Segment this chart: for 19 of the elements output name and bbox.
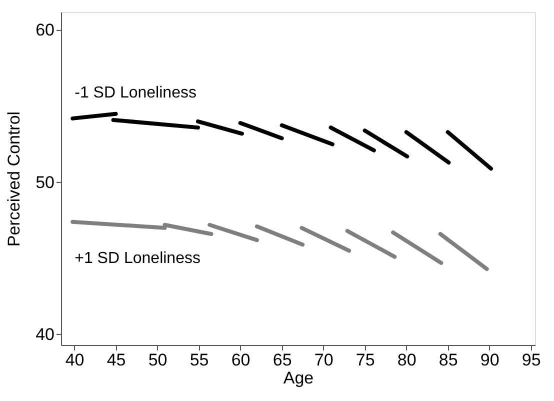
x-tick-label: 60 <box>231 350 250 370</box>
x-tick-label: 80 <box>397 350 416 370</box>
x-tick-label: 75 <box>356 350 375 370</box>
x-tick-label: 90 <box>480 350 500 370</box>
x-tick-label: 50 <box>148 350 168 370</box>
x-axis-title: Age <box>283 368 314 388</box>
y-tick-label: 50 <box>36 172 54 192</box>
x-tick-label: 55 <box>190 350 209 370</box>
x-tick-label: 40 <box>65 350 84 370</box>
y-tick-label: 40 <box>36 324 54 344</box>
series-label: +1 SD Loneliness <box>74 250 200 267</box>
y-axis-title: Perceived Control <box>4 111 24 247</box>
x-tick-label: 95 <box>522 350 541 370</box>
x-tick-label: 85 <box>438 350 458 370</box>
x-tick-label: 70 <box>314 350 334 370</box>
y-tick-label: 60 <box>36 20 54 40</box>
x-tick-label: 65 <box>272 350 292 370</box>
x-tick-label: 45 <box>106 350 126 370</box>
series-label: -1 SD Loneliness <box>74 84 196 102</box>
